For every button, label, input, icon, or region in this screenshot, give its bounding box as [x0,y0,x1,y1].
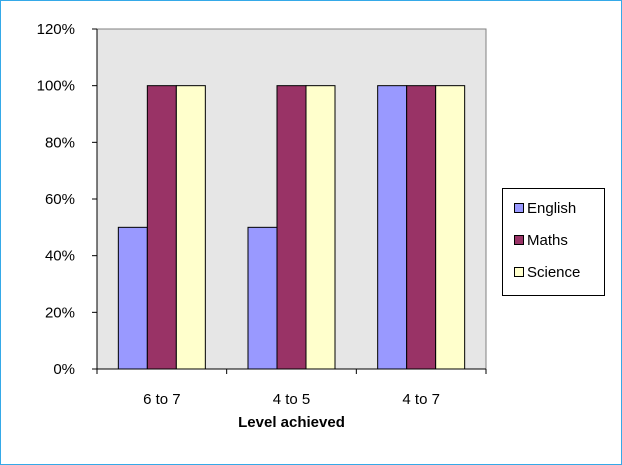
bar-english [117,226,148,370]
y-tick-label: 80% [45,134,75,151]
legend-swatch [514,203,524,213]
bar-science [175,85,206,370]
bar-science [305,85,336,370]
x-tick-label: 6 to 7 [143,391,181,408]
x-axis-label: Level achieved [238,414,345,431]
bar-english [247,226,278,370]
bars-group [117,85,466,370]
y-tick-label: 20% [45,304,75,321]
legend-item-maths: Maths [514,231,568,249]
bar-science [435,85,466,370]
legend-swatch [514,267,524,277]
legend-label: English [527,199,577,217]
legend-item-science: Science [514,263,580,281]
y-tick-label: 60% [45,191,75,208]
x-tick-label: 4 to 5 [273,391,311,408]
y-tick-label: 40% [45,248,75,265]
legend: English Maths Science [502,188,605,296]
legend-label: Science [527,263,581,281]
x-tick-label: 4 to 7 [402,391,440,408]
legend-label: Maths [527,231,568,249]
bar-maths [406,85,437,370]
legend-item-english: English [514,199,576,217]
legend-swatch [514,235,524,245]
y-tick-label: 0% [53,361,75,378]
y-tick-label: 120% [37,21,75,38]
x-ticks: 6 to 7 4 to 5 4 to 7 [96,369,487,408]
bar-maths [276,85,307,370]
bar-english [377,85,408,370]
bar-maths [146,85,177,370]
y-ticks: 0% 20% 40% 60% 80% 100% 120% [37,21,97,378]
y-tick-label: 100% [37,78,75,95]
